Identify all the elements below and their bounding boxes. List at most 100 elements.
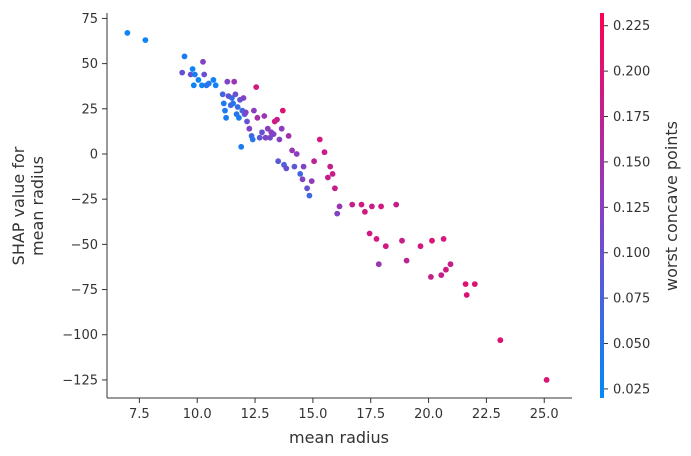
scatter-point — [293, 151, 300, 157]
scatter-point — [230, 100, 237, 107]
scatter-point — [190, 82, 197, 89]
colorbar-tick-label: 0.075 — [613, 292, 650, 307]
scatter-point — [321, 149, 328, 156]
scatter-point — [279, 107, 286, 114]
scatter-point — [283, 165, 290, 172]
scatter-point — [378, 203, 384, 210]
scatter-point — [311, 158, 317, 165]
scatter-point — [195, 77, 202, 83]
scatter-point — [375, 261, 382, 268]
scatter-point — [232, 91, 239, 98]
x-tick-label: 10.0 — [183, 407, 212, 422]
scatter-point — [212, 82, 219, 89]
scatter-point — [246, 125, 253, 132]
scatter-point — [463, 292, 470, 298]
colorbar-tick-label: 0.050 — [613, 337, 650, 352]
scatter-point — [334, 210, 341, 217]
scatter-point — [438, 272, 445, 278]
y-axis-title-line-2: mean radius — [28, 156, 47, 256]
scatter-point — [327, 163, 334, 170]
scatter-point — [223, 114, 230, 121]
scatter-point — [224, 78, 231, 85]
colorbar-tick-label: 0.225 — [613, 19, 650, 34]
colorbar-tick-label: 0.200 — [613, 65, 650, 80]
scatter-point — [234, 104, 241, 110]
scatter-point — [373, 236, 380, 242]
scatter-point — [256, 134, 263, 141]
scatter-point — [267, 134, 273, 141]
scatter-point — [306, 192, 313, 199]
scatter-points — [124, 30, 550, 383]
y-tick-label: 0 — [90, 147, 98, 162]
x-tick-label: 22.5 — [472, 407, 501, 422]
y-tick-label: −125 — [62, 373, 98, 388]
scatter-point — [189, 66, 196, 72]
scatter-point — [264, 125, 271, 132]
scatter-point — [205, 80, 212, 87]
scatter-point — [393, 201, 400, 208]
colorbar-tick-label: 0.125 — [613, 201, 650, 216]
scatter-point — [278, 125, 285, 132]
scatter-point — [403, 257, 410, 264]
colorbar-tick-label: 0.175 — [613, 110, 650, 125]
scatter-point — [244, 118, 250, 125]
scatter-point — [304, 185, 310, 192]
scatter-point — [219, 91, 226, 98]
scatter-point — [358, 201, 365, 208]
scatter-point — [308, 178, 315, 185]
scatter-point — [336, 203, 343, 210]
scatter-point — [254, 114, 261, 121]
scatter-point — [240, 95, 247, 101]
scatter-point — [543, 377, 550, 383]
y-tick-label: 75 — [81, 12, 98, 27]
scatter-point — [497, 337, 504, 344]
scatter-point — [471, 281, 478, 287]
x-tick-label: 20.0 — [414, 407, 443, 422]
scatter-point — [142, 37, 149, 43]
scatter-point — [229, 95, 235, 101]
y-tick-label: −50 — [71, 238, 98, 253]
scatter-point — [349, 201, 356, 208]
colorbar-title: worst concave points — [662, 121, 681, 291]
scatter-point — [300, 163, 307, 170]
scatter-point — [200, 58, 206, 65]
colorbar-tick-label: 0.025 — [613, 382, 650, 397]
x-tick-label: 25.0 — [530, 407, 559, 422]
scatter-point — [210, 77, 217, 83]
scatter-point — [249, 136, 256, 143]
y-axis-ticks: 75 50 25 0 −25 −50 −75 −100 −125 — [62, 12, 107, 388]
scatter-point — [262, 134, 269, 141]
x-tick-label: 17.5 — [356, 407, 385, 422]
scatter-point — [291, 163, 298, 170]
scatter-point — [222, 107, 228, 114]
y-tick-label: −100 — [62, 328, 98, 343]
y-axis-title-line-1: SHAP value for — [9, 146, 28, 265]
scatter-point — [199, 82, 205, 89]
scatter-point — [220, 100, 227, 107]
x-tick-label: 12.5 — [241, 407, 270, 422]
colorbar — [600, 13, 604, 398]
x-tick-label: 7.5 — [129, 407, 150, 422]
x-axis-title: mean radius — [289, 428, 389, 447]
scatter-point — [366, 230, 373, 237]
scatter-point — [179, 69, 186, 76]
scatter-point — [274, 116, 280, 123]
scatter-point — [231, 78, 238, 85]
scatter-point — [447, 261, 454, 268]
scatter-point — [428, 274, 434, 280]
scatter-point — [329, 171, 336, 177]
colorbar-ticks: 0.025 0.050 0.075 0.100 0.125 0.150 0.175 0.200… — [604, 19, 650, 397]
scatter-point — [316, 136, 323, 143]
x-axis-ticks: 7.5 10.0 12.5 15.0 17.5 20.0 22.5 25.0 — [129, 398, 559, 422]
scatter-point — [251, 107, 257, 114]
scatter-point — [259, 129, 265, 136]
scatter-point — [285, 133, 292, 139]
colorbar-tick-label: 0.100 — [613, 246, 650, 261]
scatter-point — [299, 176, 306, 183]
scatter-point — [275, 158, 282, 165]
scatter-point — [192, 71, 198, 78]
colorbar-tick-label: 0.150 — [613, 155, 650, 170]
scatter-point — [399, 237, 405, 244]
scatter-point — [369, 203, 375, 210]
